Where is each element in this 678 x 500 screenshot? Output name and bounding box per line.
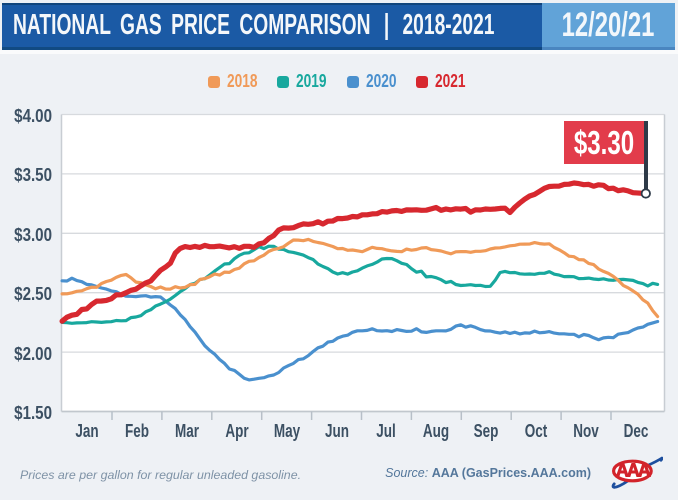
svg-text:AAA: AAA	[616, 461, 651, 481]
